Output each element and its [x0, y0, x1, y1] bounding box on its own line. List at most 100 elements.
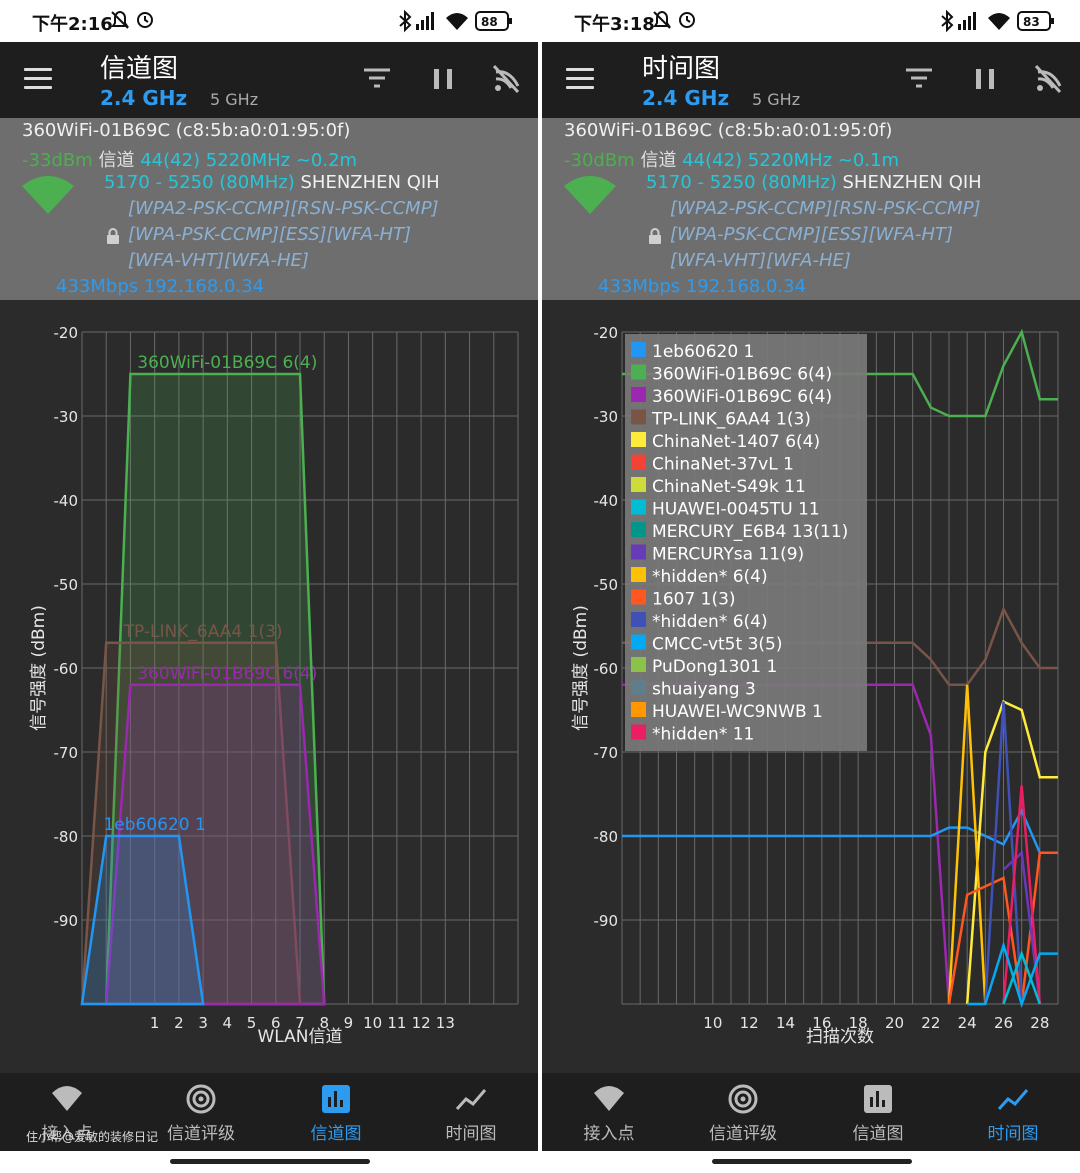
signal-time-line [622, 328, 1058, 418]
filter-icon[interactable] [360, 62, 394, 96]
y-tick-label: -70 [54, 744, 79, 762]
vendor-name: SHENZHEN QIH [300, 172, 440, 193]
nav-access-points[interactable]: 接入点 [0, 1073, 134, 1151]
legend-entry: 1607 1(3) [652, 590, 736, 610]
frequency-range: 5170 - 5250 (80MHz) [104, 172, 295, 193]
x-tick-label: 26 [994, 1014, 1013, 1032]
x-axis-title: 扫描次数 [806, 1027, 874, 1047]
nav-channel-rating[interactable]: 信道评级 [676, 1073, 810, 1151]
y-tick-label: -60 [54, 660, 79, 678]
band-5ghz-tab[interactable]: 5 GHz [752, 90, 801, 109]
nav-label: 时间图 [445, 1124, 497, 1144]
nav-channel-graph[interactable]: 信道图 [811, 1073, 945, 1151]
legend-swatch [631, 702, 646, 717]
menu-icon[interactable] [24, 68, 52, 90]
app-toolbar: 时间图 2.4 GHz 5 GHz [542, 42, 1080, 118]
legend-swatch [631, 409, 646, 425]
x-tick-label: 2 [174, 1014, 184, 1032]
pause-icon[interactable] [426, 62, 460, 96]
signal-info-row: -33dBm 信道 44(42) 5220MHz ~0.2m [22, 146, 357, 172]
connected-network-panel[interactable]: 360WiFi-01B69C (c8:5b:a0:01:95:0f) -33dB… [0, 118, 538, 300]
time-graph: -20 -30 -40 -50 -60 -70 -80 -90 10 12 14 16 18 20 22 24… [571, 324, 1059, 1047]
channel-label: 信道 [98, 150, 135, 171]
nav-label: 信道图 [310, 1124, 362, 1144]
legend-swatch [631, 679, 646, 695]
band-2-4ghz-tab[interactable]: 2.4 GHz [642, 86, 730, 110]
legend-swatch [631, 432, 646, 447]
nav-label: 时间图 [987, 1124, 1039, 1144]
bar-chart-icon [322, 1085, 350, 1113]
channel-area-label: TP-LINK_6AA4 1(3) [123, 622, 283, 642]
status-icons [111, 9, 512, 33]
legend-entry: *hidden* 6(4) [652, 567, 768, 587]
signal-time-line [622, 606, 1058, 687]
mute-bell-icon [111, 10, 129, 29]
legend-swatch [631, 612, 646, 627]
filter-icon[interactable] [902, 62, 936, 96]
y-tick-label: -20 [54, 324, 79, 342]
legend-entry: *hidden* 6(4) [652, 612, 768, 632]
pause-icon[interactable] [968, 62, 1002, 96]
legend-entry: PuDong1301 1 [652, 657, 777, 677]
x-tick-label: 9 [344, 1014, 354, 1032]
x-tick-label: 12 [412, 1014, 431, 1032]
channel-graph: -20-30-40-50-60-70-80-901 2 3 4 5 6 7 8 9 10 11 12 1… [29, 324, 519, 1047]
signal-time-line [947, 684, 987, 1005]
link-rate-ip: 433Mbps 192.168.0.34 [598, 276, 807, 297]
home-indicator[interactable] [170, 1159, 370, 1164]
link-rate-ip: 433Mbps 192.168.0.34 [56, 276, 265, 297]
signal-time-line [1002, 949, 1042, 1005]
wifi-scan-off-icon[interactable] [490, 62, 524, 96]
status-bar: 下午2:16 88 [0, 0, 538, 42]
home-indicator[interactable] [712, 1159, 912, 1164]
radar-icon [728, 1084, 758, 1114]
band-5ghz-tab[interactable]: 5 GHz [210, 90, 259, 109]
legend-entry: MERCURYsa 11(9) [652, 545, 804, 565]
nav-channel-graph[interactable]: 信道图 [269, 1073, 403, 1151]
wifi-status-icon [446, 13, 468, 30]
y-tick-label: -30 [594, 408, 619, 426]
y-tick-label: -30 [54, 408, 79, 426]
y-tick-label: -50 [594, 576, 619, 594]
connected-network-panel[interactable]: 360WiFi-01B69C (c8:5b:a0:01:95:0f) -30dB… [542, 118, 1080, 300]
app-toolbar: 信道图 2.4 GHz 5 GHz [0, 42, 538, 118]
gesture-bar-area [0, 1151, 538, 1173]
menu-icon[interactable] [566, 68, 594, 90]
legend-swatch [631, 634, 646, 650]
nav-label: 接入点 [583, 1124, 635, 1144]
band-2-4ghz-tab[interactable]: 2.4 GHz [100, 86, 188, 110]
wifi-strength-icon [564, 176, 616, 214]
nav-access-points[interactable]: 接入点 [542, 1073, 676, 1151]
nav-time-graph[interactable]: 时间图 [404, 1073, 538, 1151]
nav-channel-rating[interactable]: 信道评级 [134, 1073, 268, 1151]
security-line-3: [WFA-VHT][WFA-HE] [670, 250, 851, 271]
channel-area-label: 360WiFi-01B69C 6(4) [137, 664, 317, 684]
legend-swatch [631, 724, 646, 740]
x-tick-label: 20 [885, 1014, 904, 1032]
channel-area-label: 360WiFi-01B69C 6(4) [137, 353, 317, 373]
channel-area [104, 683, 326, 1006]
freq-range-row: 5170 - 5250 (80MHz) SHENZHEN QIH [646, 172, 982, 193]
battery-level: 88 [481, 15, 498, 29]
nav-time-graph[interactable]: 时间图 [946, 1073, 1080, 1151]
bottom-navigation: 接入点 信道评级 信道图 时间图 [542, 1073, 1080, 1151]
y-axis-title: 信号强度 (dBm) [29, 605, 49, 731]
radar-icon [186, 1084, 216, 1114]
frequency-value: 5220MHz [747, 150, 833, 171]
y-tick-label: -70 [594, 744, 619, 762]
legend-entry: ChinaNet-S49k 11 [652, 477, 806, 497]
alarm-icon [679, 12, 695, 28]
x-tick-label: 22 [921, 1014, 940, 1032]
signal-time-line [1002, 785, 1042, 1005]
signal-time-line [965, 699, 1058, 1005]
legend-entry: HUAWEI-0045TU 11 [652, 500, 820, 520]
x-tick-label: 12 [740, 1014, 759, 1032]
x-tick-label: 11 [387, 1014, 406, 1032]
y-tick-label: -50 [54, 576, 79, 594]
distance-value: ~0.1m [837, 150, 900, 171]
x-tick-label: 1 [150, 1014, 160, 1032]
status-icons [653, 9, 1054, 33]
signal-time-line [622, 807, 1058, 855]
wifi-scan-off-icon[interactable] [1032, 62, 1066, 96]
legend-entry: MERCURY_E6B4 13(11) [652, 522, 848, 542]
